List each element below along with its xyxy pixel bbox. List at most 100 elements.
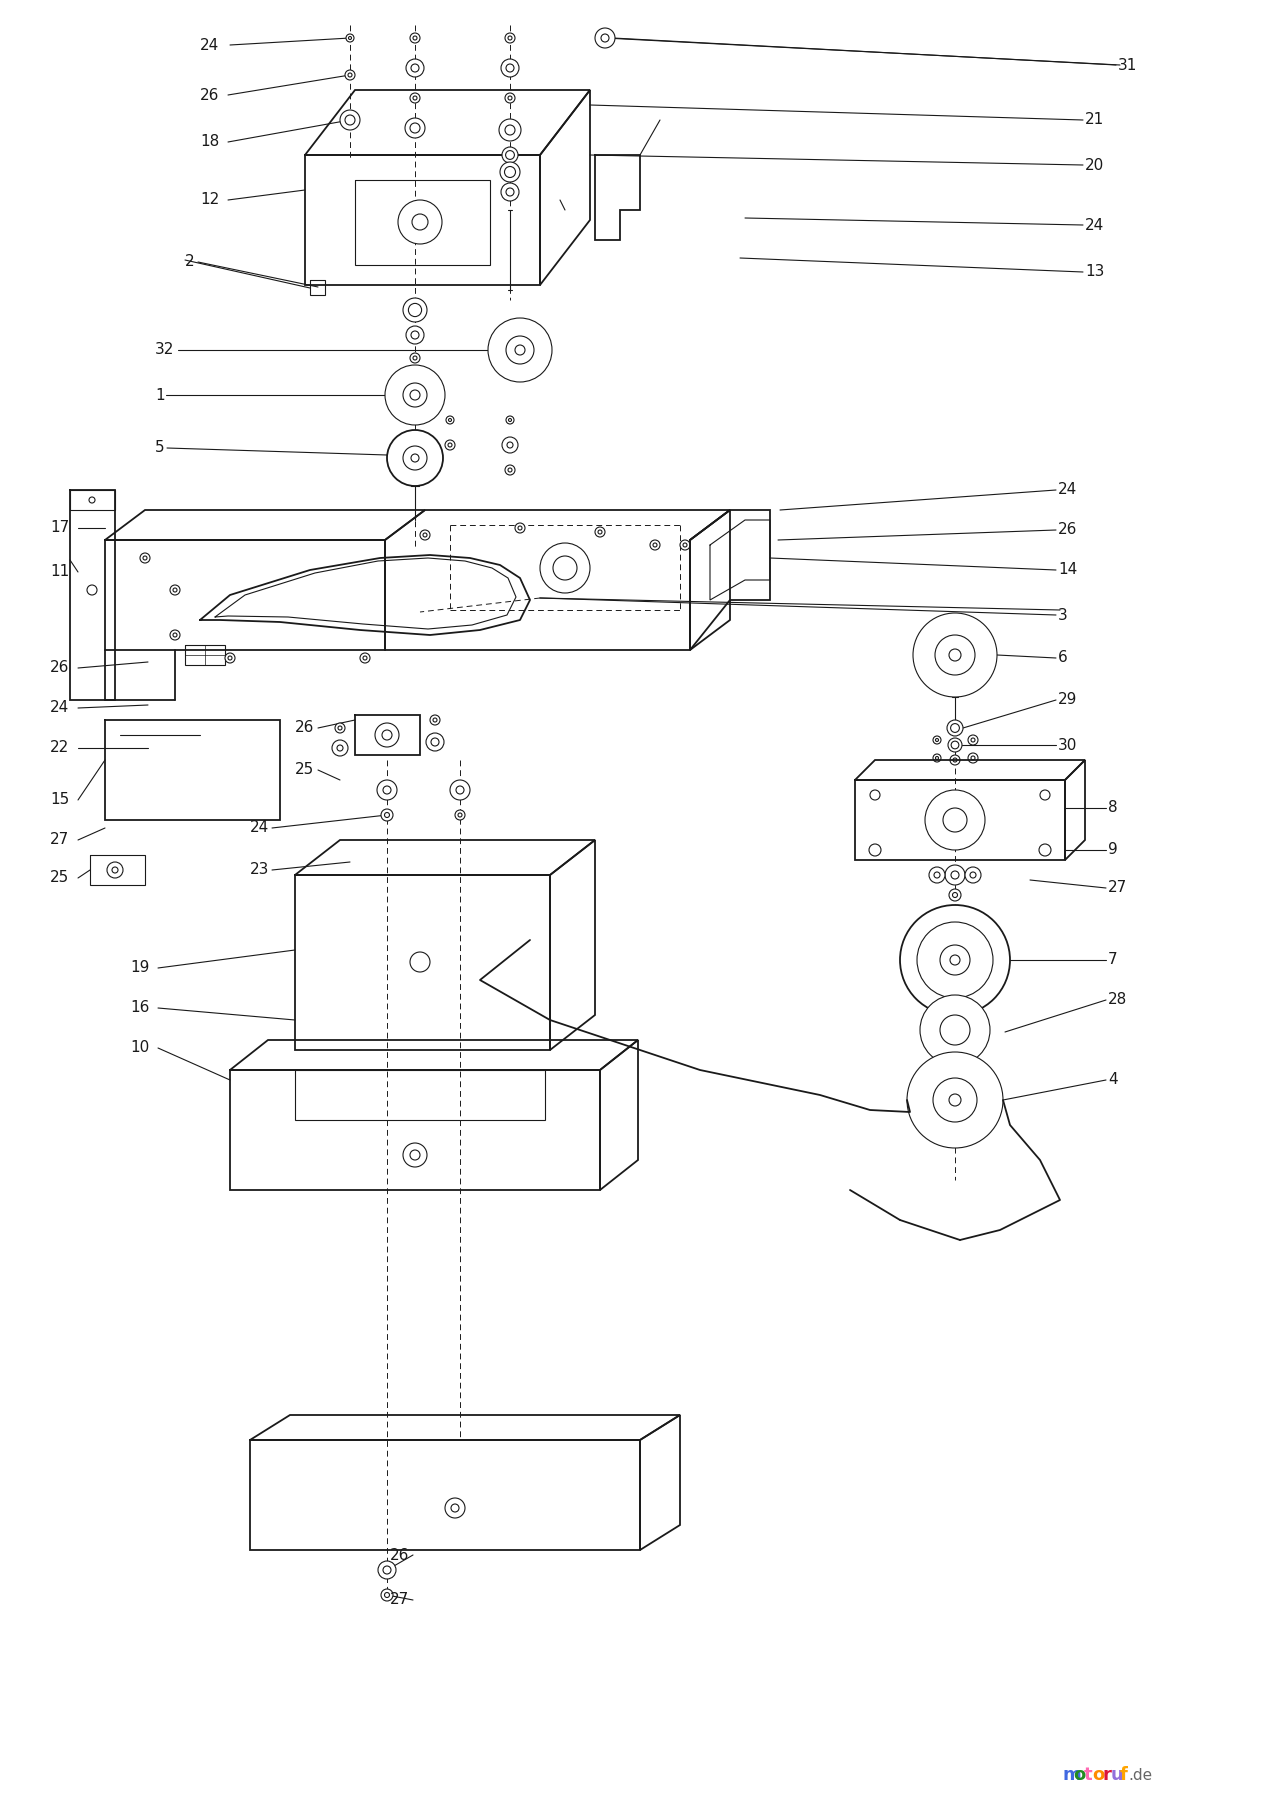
Circle shape	[445, 1498, 466, 1517]
Circle shape	[426, 733, 444, 751]
Text: 26: 26	[200, 88, 219, 103]
Circle shape	[917, 922, 993, 997]
Text: m: m	[1062, 1766, 1081, 1784]
Circle shape	[170, 630, 181, 641]
Circle shape	[413, 95, 417, 101]
Circle shape	[420, 529, 430, 540]
Circle shape	[345, 115, 355, 124]
Circle shape	[949, 889, 962, 902]
Circle shape	[404, 119, 425, 139]
Circle shape	[112, 868, 118, 873]
Text: 9: 9	[1108, 842, 1118, 857]
Text: 12: 12	[200, 193, 219, 207]
Circle shape	[541, 544, 590, 592]
Circle shape	[382, 1589, 393, 1600]
Text: 8: 8	[1108, 801, 1118, 815]
Circle shape	[508, 95, 513, 101]
Circle shape	[508, 443, 513, 448]
Circle shape	[951, 742, 959, 749]
Circle shape	[971, 738, 976, 742]
Circle shape	[382, 808, 393, 821]
Circle shape	[384, 812, 389, 817]
Circle shape	[410, 1150, 420, 1159]
Text: 26: 26	[50, 661, 70, 675]
Circle shape	[432, 718, 438, 722]
Circle shape	[501, 59, 519, 77]
Circle shape	[500, 162, 520, 182]
Text: 26: 26	[391, 1548, 410, 1562]
Circle shape	[949, 1094, 962, 1105]
Circle shape	[506, 187, 514, 196]
Text: 13: 13	[1085, 265, 1104, 279]
Circle shape	[410, 952, 430, 972]
Circle shape	[949, 650, 962, 661]
Circle shape	[173, 589, 177, 592]
Circle shape	[971, 871, 976, 878]
Circle shape	[382, 731, 392, 740]
Circle shape	[515, 346, 525, 355]
Circle shape	[501, 184, 519, 202]
Circle shape	[413, 356, 417, 360]
Circle shape	[430, 715, 440, 725]
Circle shape	[508, 36, 513, 40]
Circle shape	[502, 437, 518, 454]
Circle shape	[375, 724, 399, 747]
Circle shape	[332, 740, 349, 756]
Text: 14: 14	[1058, 562, 1077, 578]
Circle shape	[950, 754, 960, 765]
Circle shape	[410, 94, 420, 103]
Circle shape	[378, 1561, 396, 1579]
Text: f: f	[1121, 1766, 1128, 1784]
Circle shape	[508, 468, 513, 472]
Circle shape	[502, 148, 518, 164]
Circle shape	[349, 36, 351, 40]
Circle shape	[411, 331, 418, 338]
Circle shape	[107, 862, 123, 878]
Circle shape	[940, 945, 971, 976]
Text: 23: 23	[251, 862, 270, 878]
Circle shape	[1039, 844, 1051, 857]
Circle shape	[173, 634, 177, 637]
Circle shape	[920, 995, 990, 1066]
Circle shape	[932, 1078, 977, 1121]
Circle shape	[934, 871, 940, 878]
Circle shape	[950, 956, 960, 965]
Circle shape	[946, 720, 963, 736]
Text: 32: 32	[155, 342, 174, 358]
Text: 4: 4	[1108, 1073, 1118, 1087]
Circle shape	[403, 383, 427, 407]
Text: 31: 31	[1118, 58, 1137, 72]
Text: o: o	[1074, 1766, 1085, 1784]
Text: t: t	[1084, 1766, 1093, 1784]
Circle shape	[384, 1593, 389, 1598]
Circle shape	[337, 745, 343, 751]
Circle shape	[925, 790, 985, 850]
Text: 26: 26	[1058, 522, 1077, 538]
Circle shape	[455, 787, 464, 794]
Circle shape	[968, 734, 978, 745]
Circle shape	[345, 70, 355, 79]
Circle shape	[653, 544, 658, 547]
Text: 24: 24	[251, 821, 270, 835]
Circle shape	[406, 59, 424, 77]
Circle shape	[411, 454, 418, 463]
Circle shape	[907, 1051, 1004, 1148]
Circle shape	[360, 653, 370, 662]
Circle shape	[450, 779, 469, 799]
Circle shape	[951, 871, 959, 878]
Text: 15: 15	[50, 792, 69, 808]
Circle shape	[1040, 790, 1049, 799]
Circle shape	[505, 167, 515, 178]
Circle shape	[595, 527, 605, 536]
Text: 27: 27	[50, 832, 69, 848]
Circle shape	[431, 738, 439, 745]
Text: u: u	[1110, 1766, 1123, 1784]
Circle shape	[505, 32, 515, 43]
Circle shape	[140, 553, 150, 563]
Circle shape	[499, 119, 522, 140]
Circle shape	[412, 374, 418, 382]
Circle shape	[398, 200, 441, 245]
Text: 18: 18	[200, 135, 219, 149]
Circle shape	[410, 122, 420, 133]
Circle shape	[869, 844, 881, 857]
